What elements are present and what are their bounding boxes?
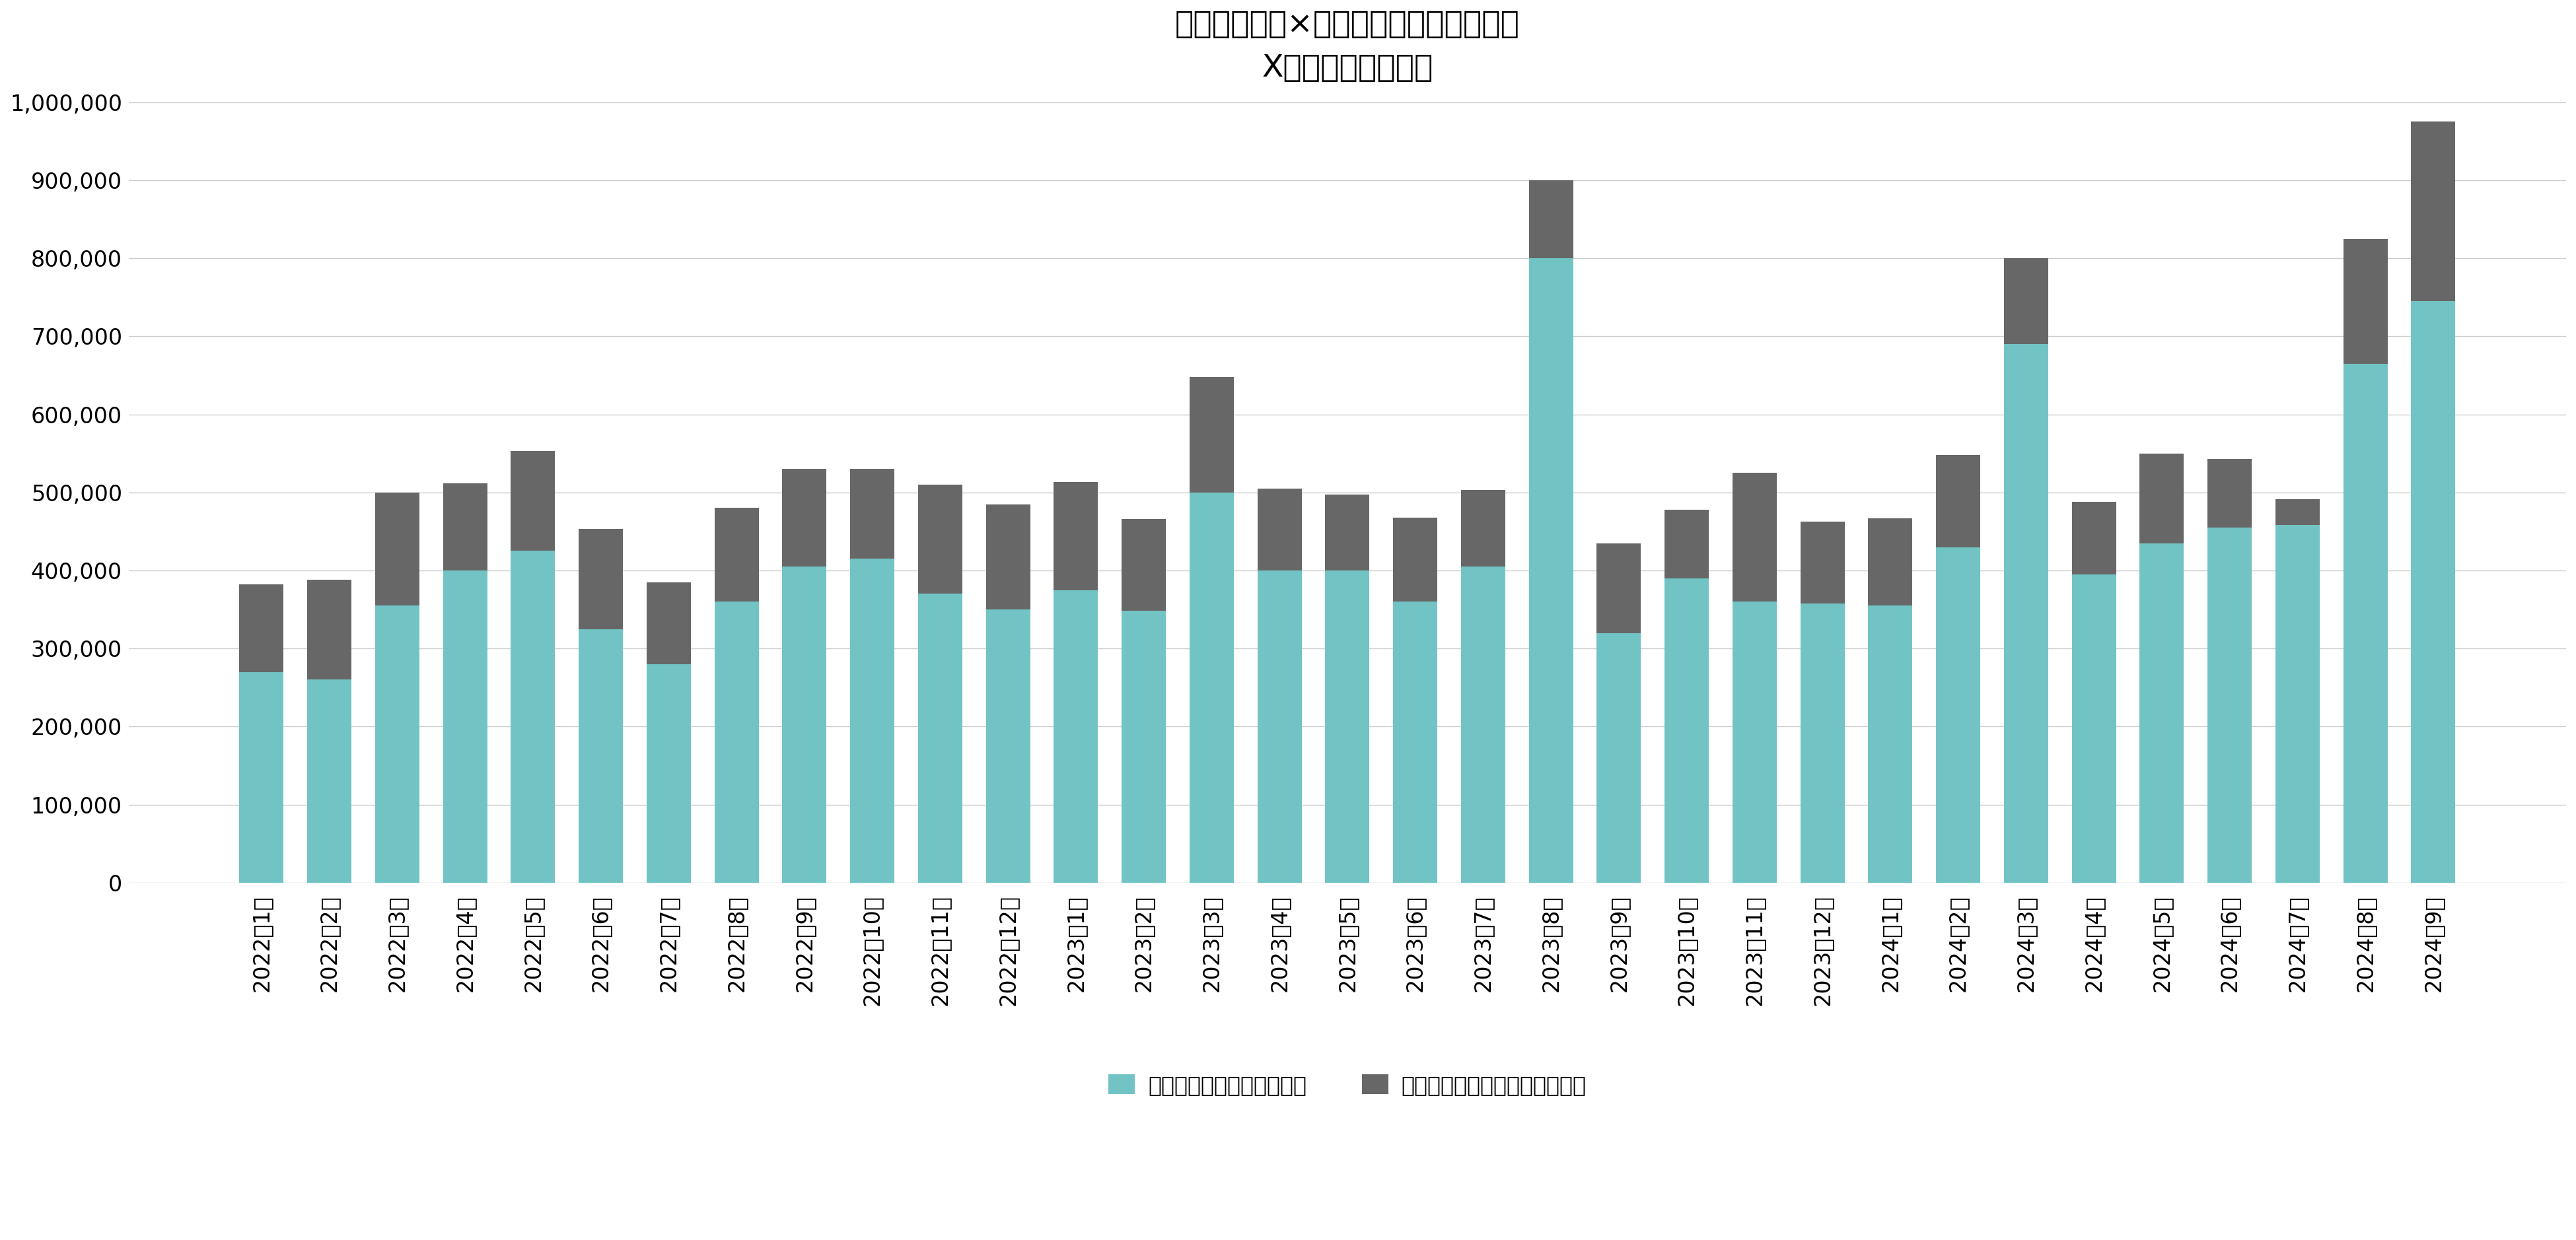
Bar (1597, 632, 1641, 883)
Bar (580, 629, 623, 883)
Bar (1937, 455, 1981, 547)
Bar (2141, 543, 2184, 883)
Bar (783, 469, 827, 567)
Bar (1734, 472, 1777, 601)
Bar (376, 605, 420, 883)
Bar (1664, 510, 1708, 578)
Bar (580, 529, 623, 629)
Bar (2275, 526, 2318, 883)
Bar (443, 570, 487, 883)
Bar (307, 580, 350, 680)
Bar (1597, 543, 1641, 632)
Bar (2208, 527, 2251, 883)
Bar (1394, 517, 1437, 601)
Bar (1324, 570, 1370, 883)
Bar (1461, 567, 1504, 883)
Bar (1257, 570, 1301, 883)
Bar (1530, 180, 1574, 258)
Bar (1734, 601, 1777, 883)
Bar (1461, 490, 1504, 567)
Bar (1664, 578, 1708, 883)
Bar (1190, 377, 1234, 492)
Title: 「韓国コスメ×プロモーション関連」の
X投稿量（月単位）: 「韓国コスメ×プロモーション関連」の X投稿量（月単位） (1175, 10, 1520, 83)
Bar (2141, 454, 2184, 543)
Bar (2004, 345, 2048, 883)
Bar (443, 484, 487, 570)
Bar (510, 551, 554, 883)
Bar (1324, 495, 1370, 570)
Bar (2411, 301, 2455, 883)
Bar (376, 492, 420, 605)
Bar (1394, 601, 1437, 883)
Bar (240, 584, 283, 672)
Bar (783, 567, 827, 883)
Bar (1257, 489, 1301, 570)
Bar (714, 601, 757, 883)
Bar (647, 665, 690, 883)
Bar (2344, 239, 2388, 363)
Bar (2208, 459, 2251, 527)
Bar (2071, 574, 2115, 883)
Bar (1121, 520, 1167, 611)
Bar (987, 505, 1030, 610)
Bar (2275, 500, 2318, 526)
Bar (987, 610, 1030, 883)
Bar (1530, 258, 1574, 883)
Bar (1801, 603, 1844, 883)
Bar (1054, 482, 1097, 590)
Bar (240, 672, 283, 883)
Bar (510, 451, 554, 551)
Bar (2411, 122, 2455, 301)
Bar (1054, 590, 1097, 883)
Legend: プロモーション関連の投稿, プロモーション関連以外の投稿: プロモーション関連の投稿, プロモーション関連以外の投稿 (1100, 1065, 1595, 1105)
Bar (1801, 521, 1844, 603)
Bar (1937, 547, 1981, 883)
Bar (2344, 363, 2388, 883)
Bar (1868, 518, 1911, 605)
Bar (1190, 492, 1234, 883)
Bar (714, 508, 757, 601)
Bar (2004, 258, 2048, 345)
Bar (647, 583, 690, 665)
Bar (917, 485, 963, 594)
Bar (1121, 611, 1167, 883)
Bar (2071, 502, 2115, 574)
Bar (307, 680, 350, 883)
Bar (850, 559, 894, 883)
Bar (850, 469, 894, 559)
Bar (1868, 605, 1911, 883)
Bar (917, 594, 963, 883)
